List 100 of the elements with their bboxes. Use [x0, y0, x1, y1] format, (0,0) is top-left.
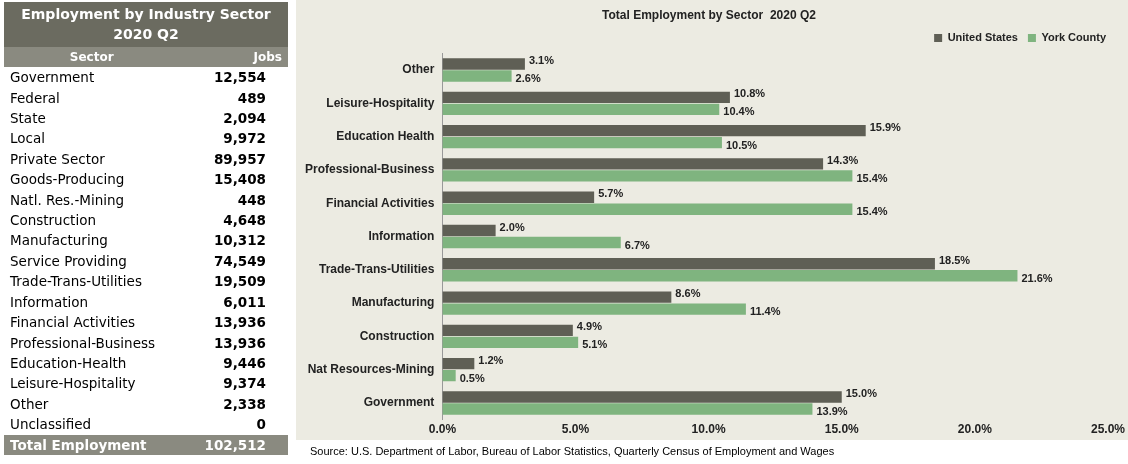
category-label: Private Sector — [9, 149, 106, 169]
legend-label: York County — [1041, 30, 1107, 43]
text: 19,509 — [212, 272, 267, 292]
bar — [442, 158, 824, 170]
category-label: State — [9, 109, 47, 129]
bar — [442, 258, 935, 270]
y-tick-label: Trade-Trans-Utilities — [319, 262, 435, 277]
category-label: Other — [9, 394, 50, 414]
bar — [442, 270, 1018, 282]
chart-title: Total Employment by Sector 2020 Q2 — [602, 7, 817, 22]
source-note: Source: U.S. Department of Labor, Bureau of Labor Statistics, Quarterly Census of Employment and Wages — [310, 445, 835, 457]
bar — [442, 391, 842, 403]
bar — [442, 191, 595, 203]
text: 6,011 — [222, 292, 267, 312]
data-label: 15.4% — [856, 171, 888, 184]
bar — [442, 324, 573, 337]
bar — [442, 303, 746, 315]
x-tick-label: 0.0% — [428, 422, 457, 437]
bar — [442, 224, 496, 237]
text: Jobs — [179, 46, 288, 68]
x-tick-label: 5.0% — [561, 422, 590, 437]
text: 15,408 — [212, 170, 267, 190]
x-tick-label: 25.0% — [1090, 422, 1126, 437]
category-label: Government — [9, 68, 96, 88]
y-tick-label: Professional-Business — [305, 162, 435, 177]
text: 74,549 — [212, 251, 267, 271]
text: 4,648 — [222, 211, 267, 231]
category-label: Information — [9, 292, 90, 312]
category-label: Goods-Producing — [9, 170, 126, 190]
bar — [442, 236, 621, 249]
y-tick-label: Manufacturing — [351, 295, 435, 310]
data-label: 3.1% — [528, 54, 555, 67]
bar — [442, 291, 672, 303]
y-tick-label: Nat Resources-Mining — [307, 361, 435, 376]
data-label: 11.4% — [749, 305, 781, 318]
data-label: 21.6% — [1021, 271, 1053, 284]
legend-label: United States — [947, 30, 1018, 43]
bar — [442, 91, 730, 104]
data-label: 5.1% — [582, 338, 608, 351]
text: 9,446 — [222, 353, 267, 373]
text: 448 — [236, 190, 267, 210]
bar — [442, 124, 866, 137]
category-label: Total Employment — [4, 434, 180, 455]
category-label: Federal — [9, 88, 61, 108]
bar — [442, 203, 853, 215]
y-tick-label: Leisure-Hospitality — [326, 95, 435, 110]
category-label: Financial Activities — [9, 313, 136, 333]
bar — [442, 336, 579, 349]
x-tick-label: 15.0% — [824, 422, 860, 437]
category-label: Education-Health — [9, 353, 128, 373]
y-tick-label: Construction — [359, 328, 435, 343]
text: Employment by Industry Sector 2020 Q2 — [4, 2, 288, 47]
category-label: Construction — [9, 211, 97, 231]
data-label: 15.0% — [845, 386, 878, 399]
data-label: 2.6% — [515, 72, 541, 85]
text: Sector — [4, 46, 180, 68]
text: 102,512 — [179, 434, 288, 455]
bar — [442, 369, 456, 382]
category-label: Professional-Business — [9, 333, 157, 353]
text: 9,972 — [222, 129, 267, 149]
category-label: Service Providing — [9, 251, 128, 271]
text: 13,936 — [212, 313, 267, 333]
data-label: 13.9% — [816, 404, 848, 417]
data-label: 18.5% — [938, 253, 971, 266]
data-label: 6.7% — [624, 238, 651, 251]
data-label: 2.0% — [499, 220, 525, 233]
data-label: 4.9% — [576, 320, 603, 333]
text: 9,374 — [222, 374, 267, 394]
category-label: Trade-Trans-Utilities — [9, 272, 143, 292]
text: 2,094 — [222, 109, 267, 129]
data-label: 5.7% — [598, 187, 624, 200]
text: 12,554 — [212, 68, 267, 88]
data-label: 15.4% — [856, 205, 888, 218]
x-tick-label: 10.0% — [691, 422, 726, 437]
text: 89,957 — [212, 149, 267, 169]
data-label: 14.3% — [827, 153, 859, 166]
bar — [442, 103, 720, 116]
category-label: Leisure-Hospitality — [9, 374, 137, 394]
text: 489 — [236, 88, 267, 108]
bar — [442, 58, 525, 70]
data-label: 0.5% — [459, 371, 485, 384]
y-tick-label: Government — [363, 395, 435, 410]
x-tick-label: 20.0% — [957, 422, 993, 437]
bar — [442, 70, 512, 82]
category-label: Manufacturing — [9, 231, 109, 251]
y-tick-label: Information — [368, 228, 435, 243]
bar — [442, 357, 475, 370]
text: 10,312 — [212, 231, 267, 251]
data-label: 10.5% — [725, 138, 758, 151]
data-label: 15.9% — [869, 120, 902, 133]
category-label: Natl. Res.-Mining — [9, 190, 126, 210]
text: 0 — [255, 415, 267, 435]
data-label: 10.4% — [723, 105, 755, 118]
data-label: 8.6% — [675, 287, 701, 300]
y-tick-label: Education Health — [336, 128, 435, 143]
bar — [442, 170, 853, 182]
category-label: Unclassified — [9, 415, 93, 435]
y-tick-label: Other — [402, 62, 435, 77]
data-label: 1.2% — [478, 353, 504, 366]
bar — [442, 403, 813, 415]
